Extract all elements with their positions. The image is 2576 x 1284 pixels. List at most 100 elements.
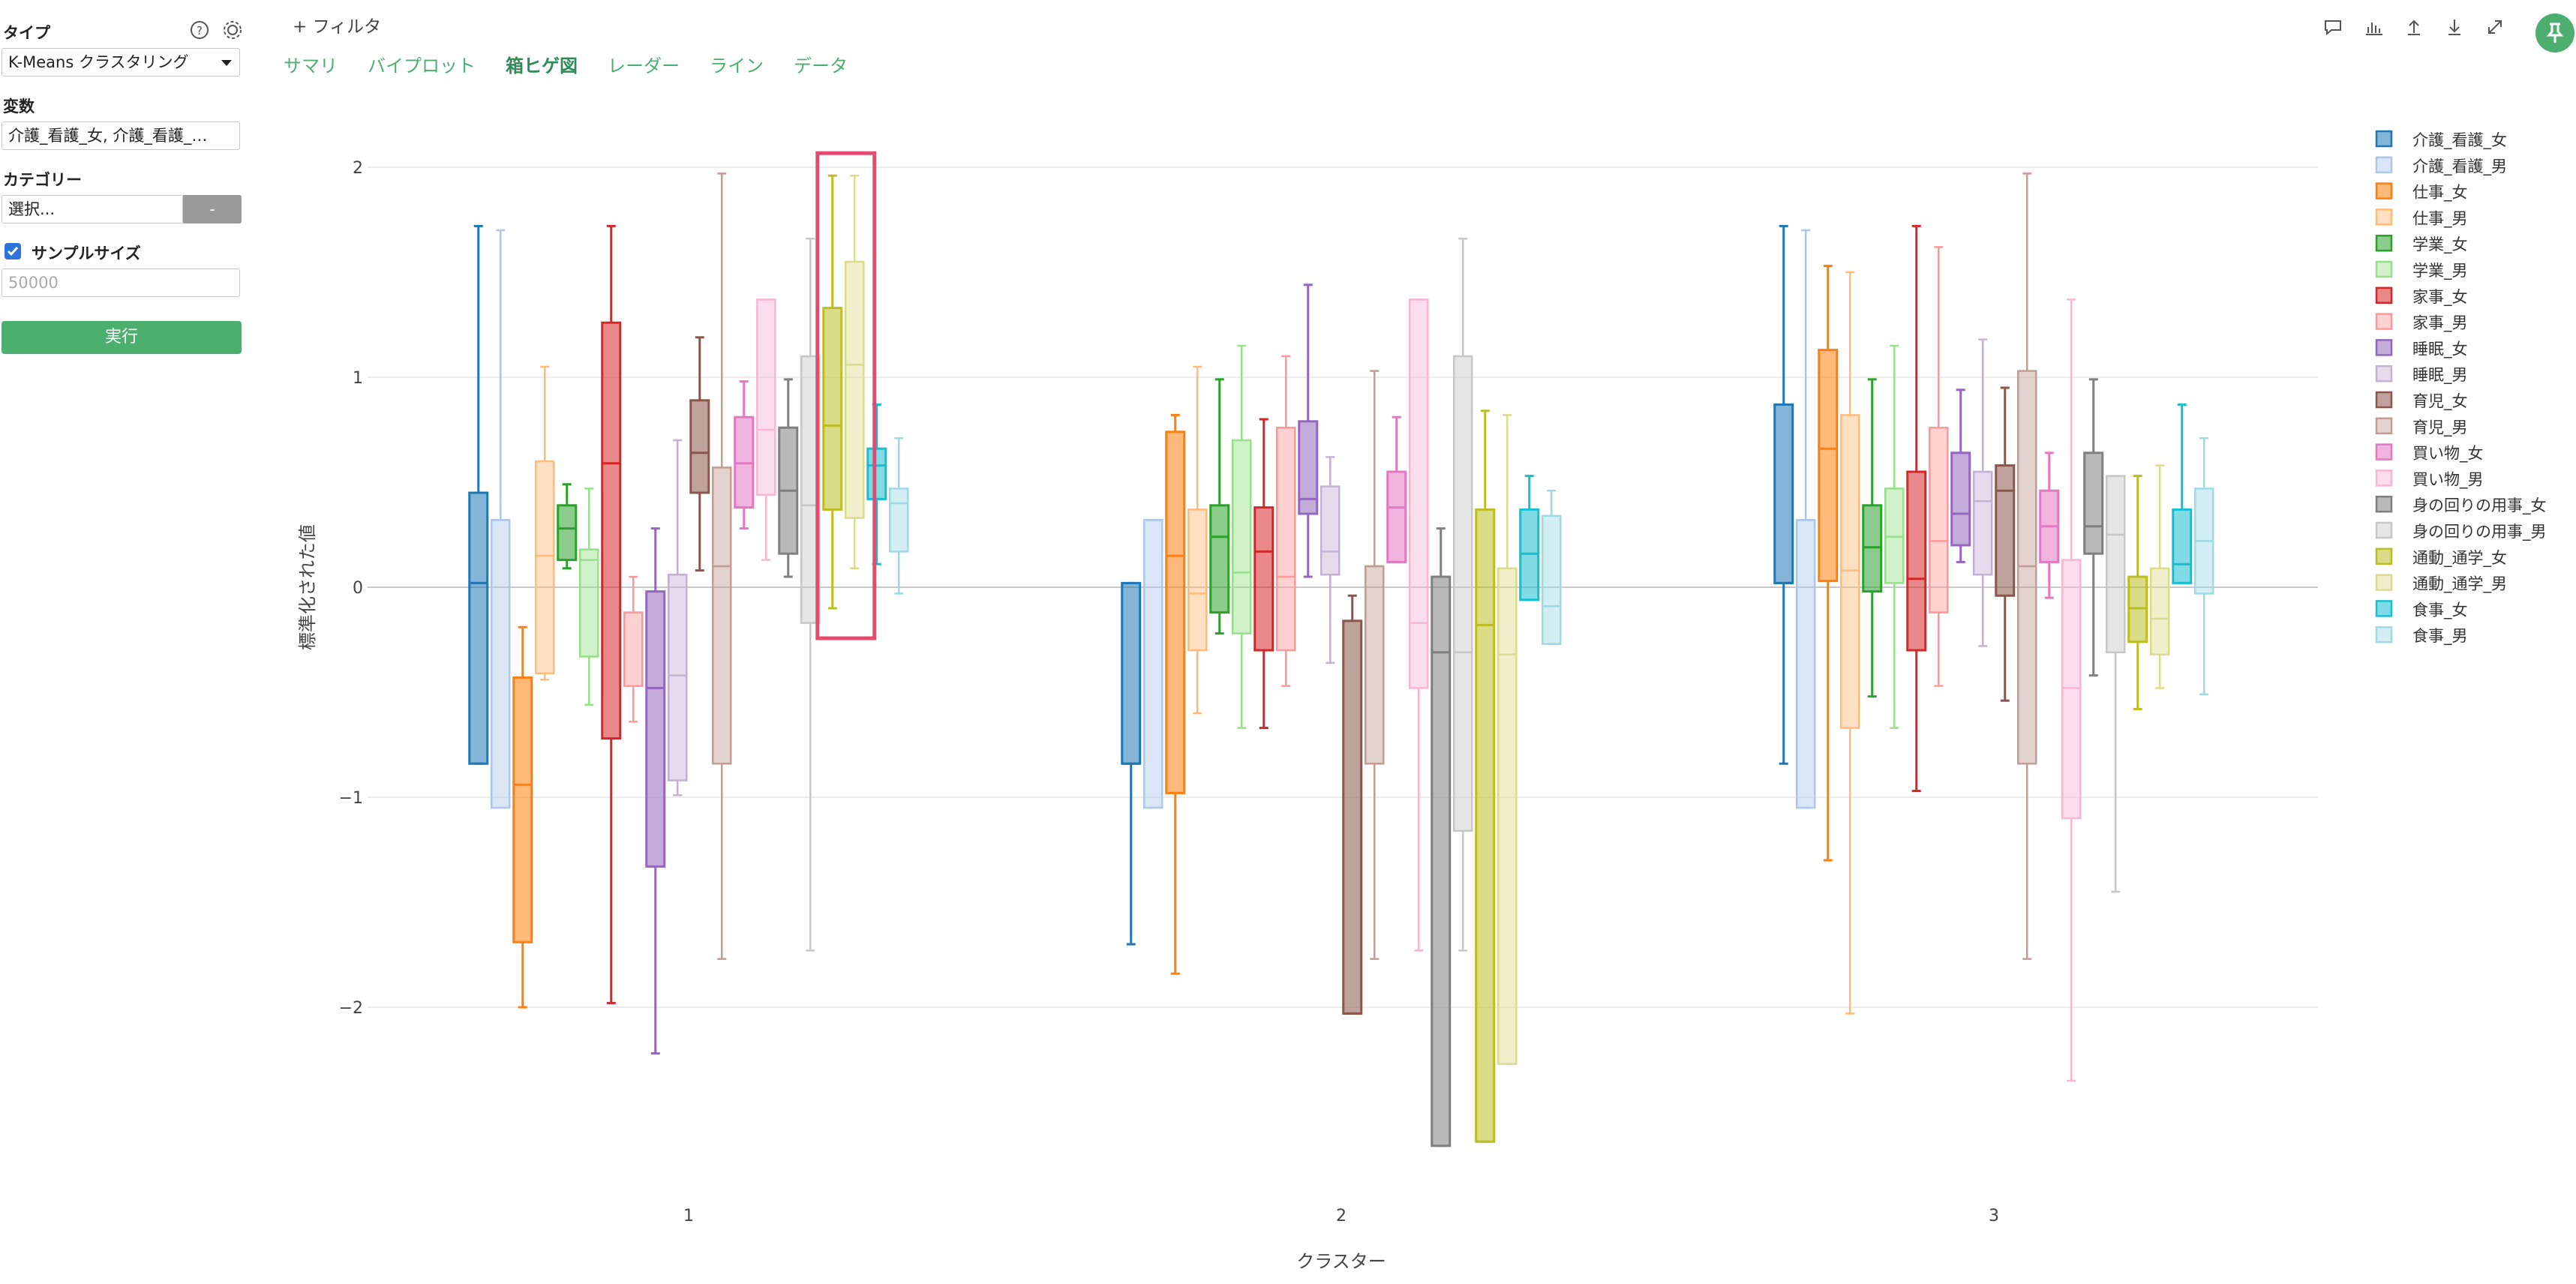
category-select[interactable]: 選択... [2, 195, 183, 224]
box-身の回りの用事_男-2 [1453, 237, 1473, 952]
box-仕事_男-1 [535, 365, 555, 681]
legend-label: 買い物_男 [2412, 470, 2484, 489]
legend-item: 学業_男 [2375, 260, 2468, 280]
check-icon [7, 247, 19, 256]
run-button[interactable]: 実行 [2, 321, 242, 354]
box-食事_女-1 [866, 403, 887, 566]
tab-0[interactable]: サマリ [284, 56, 338, 76]
gear-icon[interactable] [222, 20, 243, 40]
upload-icon[interactable] [2402, 15, 2426, 39]
box-iqr [1973, 470, 1993, 576]
download-icon[interactable] [2442, 15, 2466, 39]
box-買い物_女-3 [2039, 452, 2060, 599]
legend-swatch [2375, 182, 2393, 200]
legend-item: 買い物_男 [2375, 470, 2484, 489]
legend-swatch [2375, 548, 2393, 566]
box-iqr [845, 260, 865, 519]
box-iqr [2017, 370, 2037, 765]
legend-swatch [2375, 600, 2393, 617]
box-買い物_男-3 [2061, 298, 2082, 1082]
box-iqr [1187, 508, 1208, 652]
box-育児_女-2 [1342, 594, 1363, 1015]
box-iqr [557, 504, 578, 562]
type-select[interactable]: K-Means クラスタリング [2, 48, 240, 76]
tab-4[interactable]: ライン [710, 56, 764, 76]
legend-item: 通動_通学_女 [2375, 548, 2507, 568]
chart-settings-icon[interactable] [2361, 15, 2385, 39]
legend-label: 家事_女 [2412, 288, 2468, 307]
expand-icon[interactable] [2483, 15, 2507, 39]
help-icon[interactable]: ? [189, 20, 210, 40]
box-育児_男-1 [712, 172, 732, 960]
box-睡眠_男-1 [668, 439, 688, 796]
box-iqr [1253, 506, 1274, 652]
legend-swatch [2375, 626, 2393, 644]
legend-item: 介護_看護_女 [2375, 130, 2507, 150]
y-tick-label: 1 [353, 369, 363, 388]
box-iqr [1386, 470, 1407, 563]
legend-swatch [2375, 443, 2393, 460]
sample-size-label: サンプルサイズ [32, 244, 141, 262]
box-仕事_女-2 [1165, 413, 1186, 975]
box-iqr [1409, 298, 1429, 689]
legend-label: 身の回りの用事_女 [2412, 496, 2547, 515]
legend-item: 家事_女 [2375, 286, 2468, 307]
box-食事_女-2 [1519, 475, 1540, 602]
legend-label: 育児_女 [2412, 392, 2468, 411]
legend-swatch [2375, 470, 2393, 487]
box-iqr [2106, 475, 2126, 654]
type-select-value: K-Means クラスタリング [8, 53, 189, 71]
box-iqr [1209, 504, 1230, 614]
tab-1[interactable]: バイプロット [368, 56, 476, 76]
legend-swatch [2375, 417, 2393, 435]
sample-size-checkbox[interactable] [5, 243, 21, 260]
box-食事_女-3 [2172, 403, 2193, 584]
box-睡眠_女-1 [645, 527, 666, 1055]
variables-label: 変数 [3, 98, 35, 116]
x-axis-label: クラスター [1296, 1251, 1386, 1272]
legend-label: 通動_通学_男 [2412, 575, 2507, 594]
legend-label: 睡眠_男 [2412, 366, 2468, 385]
comment-icon[interactable] [2321, 15, 2345, 39]
box-iqr [535, 460, 555, 675]
box-iqr [2061, 559, 2082, 820]
tab-2[interactable]: 箱ヒゲ図 [506, 56, 578, 76]
y-tick-label: 0 [353, 579, 363, 598]
filter-button[interactable]: + フィルタ [293, 17, 382, 37]
legend-label: 介護_看護_女 [2412, 131, 2507, 150]
y-tick-label: 2 [353, 159, 363, 178]
box-iqr [1950, 452, 1971, 547]
box-仕事_男-3 [1840, 271, 1860, 1015]
box-series-layer [468, 172, 2214, 1148]
type-label: タイプ [3, 24, 50, 42]
box-介護_看護_女-2 [1121, 581, 1142, 946]
box-学業_女-3 [1862, 378, 1883, 698]
box-iqr [1542, 514, 1562, 645]
legend-label: 身の回りの用事_男 [2412, 523, 2547, 542]
pin-button[interactable] [2535, 14, 2574, 52]
y-tick-label: −2 [339, 999, 363, 1018]
box-家事_男-2 [1276, 355, 1296, 687]
boxplot-chart: 2 1 0 −1 −2 1 2 3 標準化された値 クラスター 介護_看護_女介護_看護_男仕… [297, 130, 2547, 1272]
box-iqr [668, 573, 688, 782]
y-tick-label: −1 [339, 789, 363, 808]
tab-3[interactable]: レーダー [608, 56, 680, 76]
box-iqr [1342, 620, 1363, 1015]
pin-icon [2546, 22, 2564, 43]
box-身の回りの用事_女-2 [1431, 527, 1452, 1148]
box-身の回りの用事_女-3 [2083, 378, 2104, 677]
variables-input[interactable]: 介護_看護_女, 介護_看護_… [2, 122, 240, 150]
grid-lines: 2 1 0 −1 −2 1 2 3 [339, 159, 2318, 1226]
box-iqr [1906, 470, 1927, 652]
legend-swatch [2375, 495, 2393, 513]
legend-swatch [2375, 521, 2393, 539]
tab-5[interactable]: データ [794, 56, 848, 76]
category-clear-button[interactable]: - [183, 195, 242, 224]
box-iqr [1165, 430, 1186, 794]
box-iqr [2172, 508, 2193, 584]
sample-size-input[interactable]: 50000 [2, 268, 240, 297]
legend-swatch [2375, 339, 2393, 356]
legend-item: 家事_男 [2375, 313, 2468, 333]
svg-text:?: ? [197, 24, 203, 38]
box-iqr [1497, 567, 1518, 1065]
